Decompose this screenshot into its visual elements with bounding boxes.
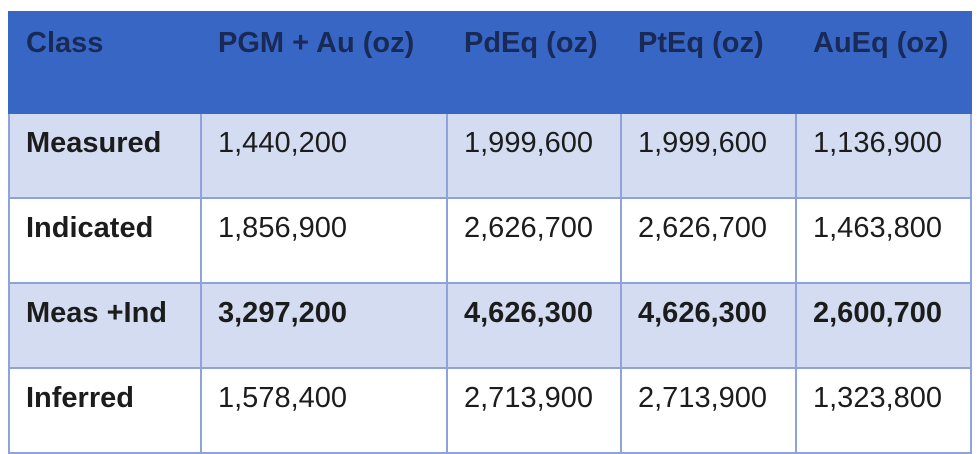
table-cell: 1,856,900 [200, 197, 448, 284]
table-row-inferred: Inferred 1,578,400 2,713,900 2,713,900 1… [8, 367, 972, 454]
row-class-label: Indicated [8, 197, 202, 284]
table-cell: 3,297,200 [200, 282, 448, 369]
header-class: Class [8, 11, 202, 114]
table-cell: 2,626,700 [446, 197, 622, 284]
table-cell: 2,626,700 [620, 197, 797, 284]
table-row-indicated: Indicated 1,856,900 2,626,700 2,626,700 … [8, 197, 972, 284]
row-class-label: Measured [8, 112, 202, 199]
table-cell: 2,713,900 [446, 367, 622, 454]
header-pteq: PtEq (oz) [620, 11, 797, 114]
row-class-label: Meas +Ind [8, 282, 202, 369]
table-cell: 1,136,900 [795, 112, 972, 199]
table-cell: 1,999,600 [446, 112, 622, 199]
table-header-row: Class PGM + Au (oz) PdEq (oz) PtEq (oz) … [8, 11, 972, 114]
header-aueq: AuEq (oz) [795, 11, 972, 114]
table-cell: 4,626,300 [446, 282, 622, 369]
table-cell: 4,626,300 [620, 282, 797, 369]
resource-table: Class PGM + Au (oz) PdEq (oz) PtEq (oz) … [8, 11, 972, 454]
table-cell: 2,713,900 [620, 367, 797, 454]
table-cell: 1,578,400 [200, 367, 448, 454]
table-cell: 1,440,200 [200, 112, 448, 199]
row-class-label: Inferred [8, 367, 202, 454]
header-pgm-au: PGM + Au (oz) [200, 11, 448, 114]
resource-table-grid: Class PGM + Au (oz) PdEq (oz) PtEq (oz) … [8, 11, 972, 454]
table-cell: 1,999,600 [620, 112, 797, 199]
table-cell: 1,323,800 [795, 367, 972, 454]
table-row-meas-ind: Meas +Ind 3,297,200 4,626,300 4,626,300 … [8, 282, 972, 369]
header-pdeq: PdEq (oz) [446, 11, 622, 114]
table-cell: 1,463,800 [795, 197, 972, 284]
table-cell: 2,600,700 [795, 282, 972, 369]
table-row-measured: Measured 1,440,200 1,999,600 1,999,600 1… [8, 112, 972, 199]
